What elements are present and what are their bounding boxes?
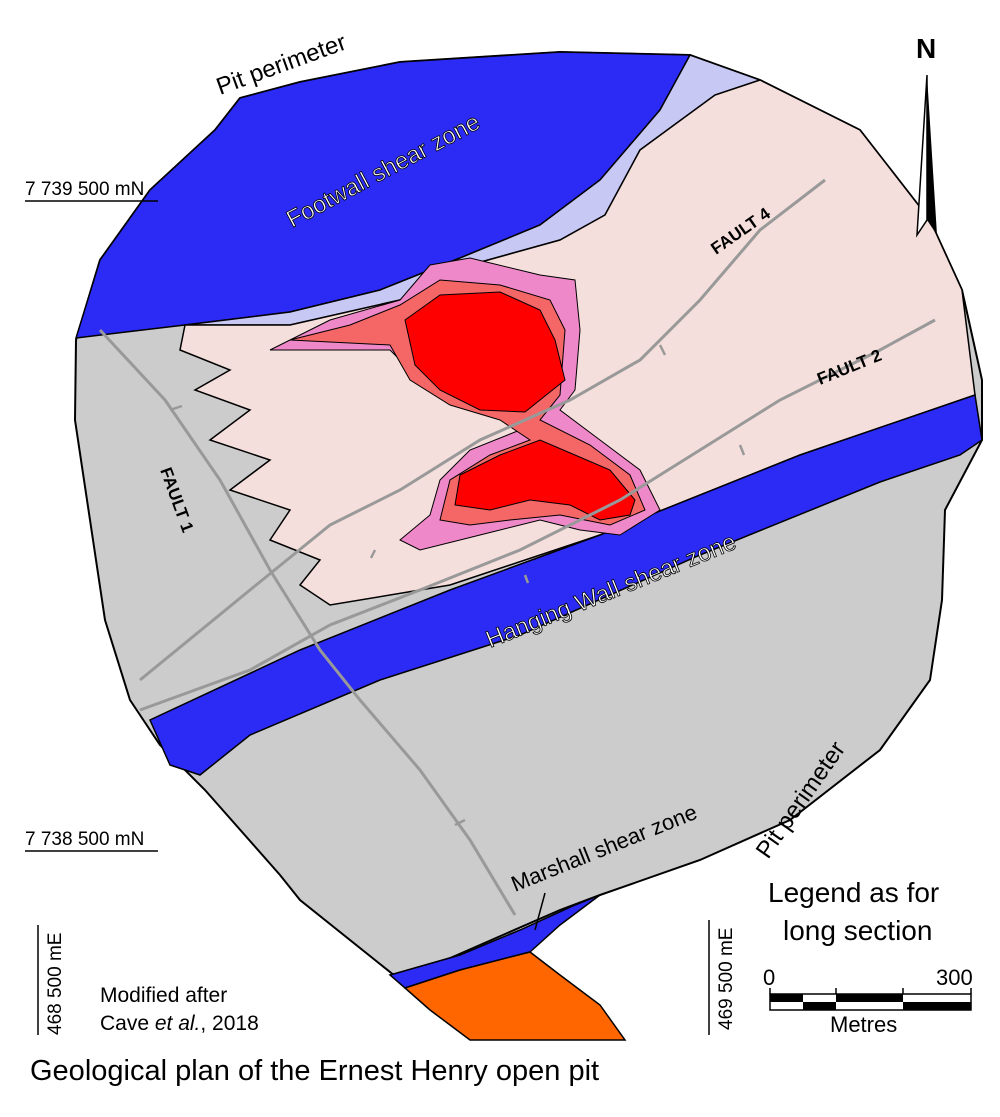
- ore-core-red-south: [454, 439, 636, 521]
- scale-start: 0: [763, 965, 775, 990]
- hanging-wall-shear-zone: [149, 394, 983, 776]
- figure-title: Geological plan of the Ernest Henry open…: [30, 1055, 599, 1087]
- faults: [98, 178, 936, 916]
- scale-unit: Metres: [830, 1012, 897, 1037]
- credit-line2: Cave et al., 2018: [100, 1012, 259, 1035]
- fault-4-line: [139, 178, 826, 682]
- ore-core-red-north: [404, 291, 566, 413]
- legend-note-line2: long section: [783, 915, 932, 946]
- fault-1-line: [98, 328, 517, 916]
- grid-east-left: 468 500 mE: [45, 933, 66, 1035]
- north-arrow-icon: [916, 74, 928, 238]
- credit-line1: Modified after: [100, 984, 227, 1007]
- grid-east-right: 469 500 mE: [716, 928, 737, 1030]
- scale-end: 300: [936, 965, 973, 990]
- grid-north-bottom: 7 738 500 mN: [25, 829, 144, 850]
- legend-note-line1: Legend as for: [768, 877, 939, 908]
- scale-bar: 0 300 Metres: [763, 965, 973, 1037]
- fault-2-line: [139, 318, 936, 712]
- north-label: N: [916, 33, 936, 64]
- grid-north-top: 7 739 500 mN: [25, 179, 144, 200]
- marshall-leader-line: [534, 892, 546, 931]
- orange-unit: [403, 951, 627, 1041]
